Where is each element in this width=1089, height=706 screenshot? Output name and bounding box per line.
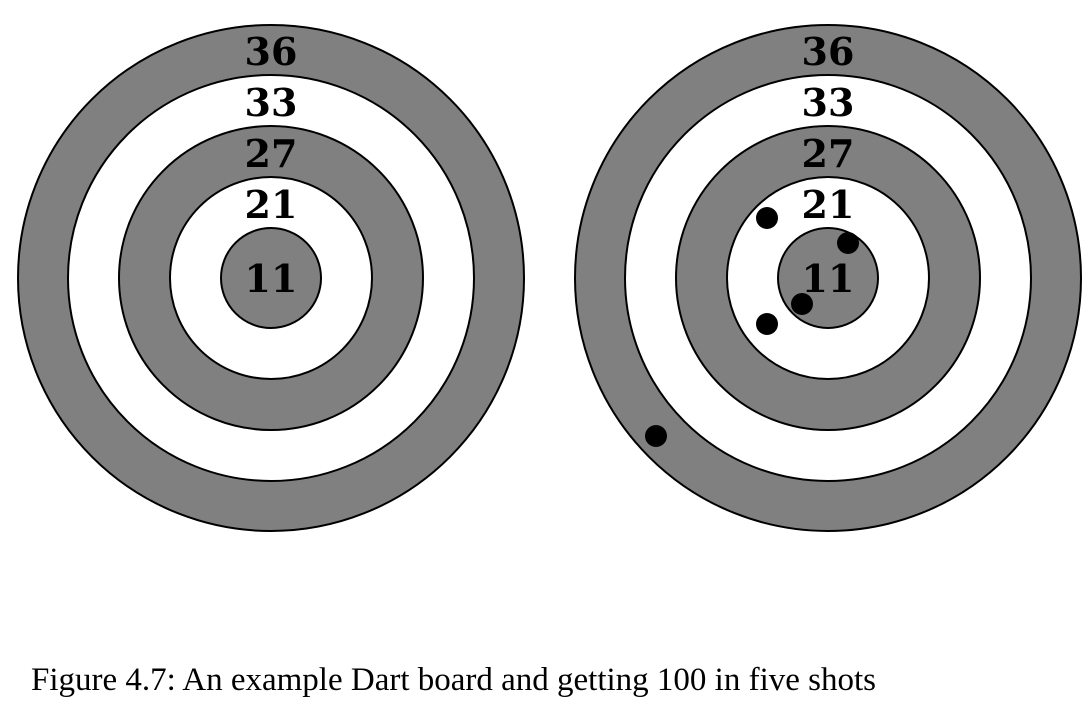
dart-marker [837,232,859,254]
dart-marker [645,425,667,447]
ring-label: 11 [245,256,298,301]
ring-label: 33 [802,80,855,125]
ring-label: 21 [802,182,855,227]
ring-label: 36 [245,29,298,74]
ring-label: 11 [802,256,855,301]
ring-label: 36 [802,29,855,74]
dart-marker [756,313,778,335]
ring-label: 21 [245,182,298,227]
ring-label: 27 [802,131,855,176]
scored-board: 36 33 27 21 11 [574,24,1082,532]
example-board: 36 33 27 21 11 [17,24,525,532]
ring-label: 33 [245,80,298,125]
figure-caption: Figure 4.7: An example Dart board and ge… [31,662,877,698]
dart-marker [791,293,813,315]
dart-marker [756,207,778,229]
ring-11 [220,227,322,329]
ring-label: 27 [245,131,298,176]
